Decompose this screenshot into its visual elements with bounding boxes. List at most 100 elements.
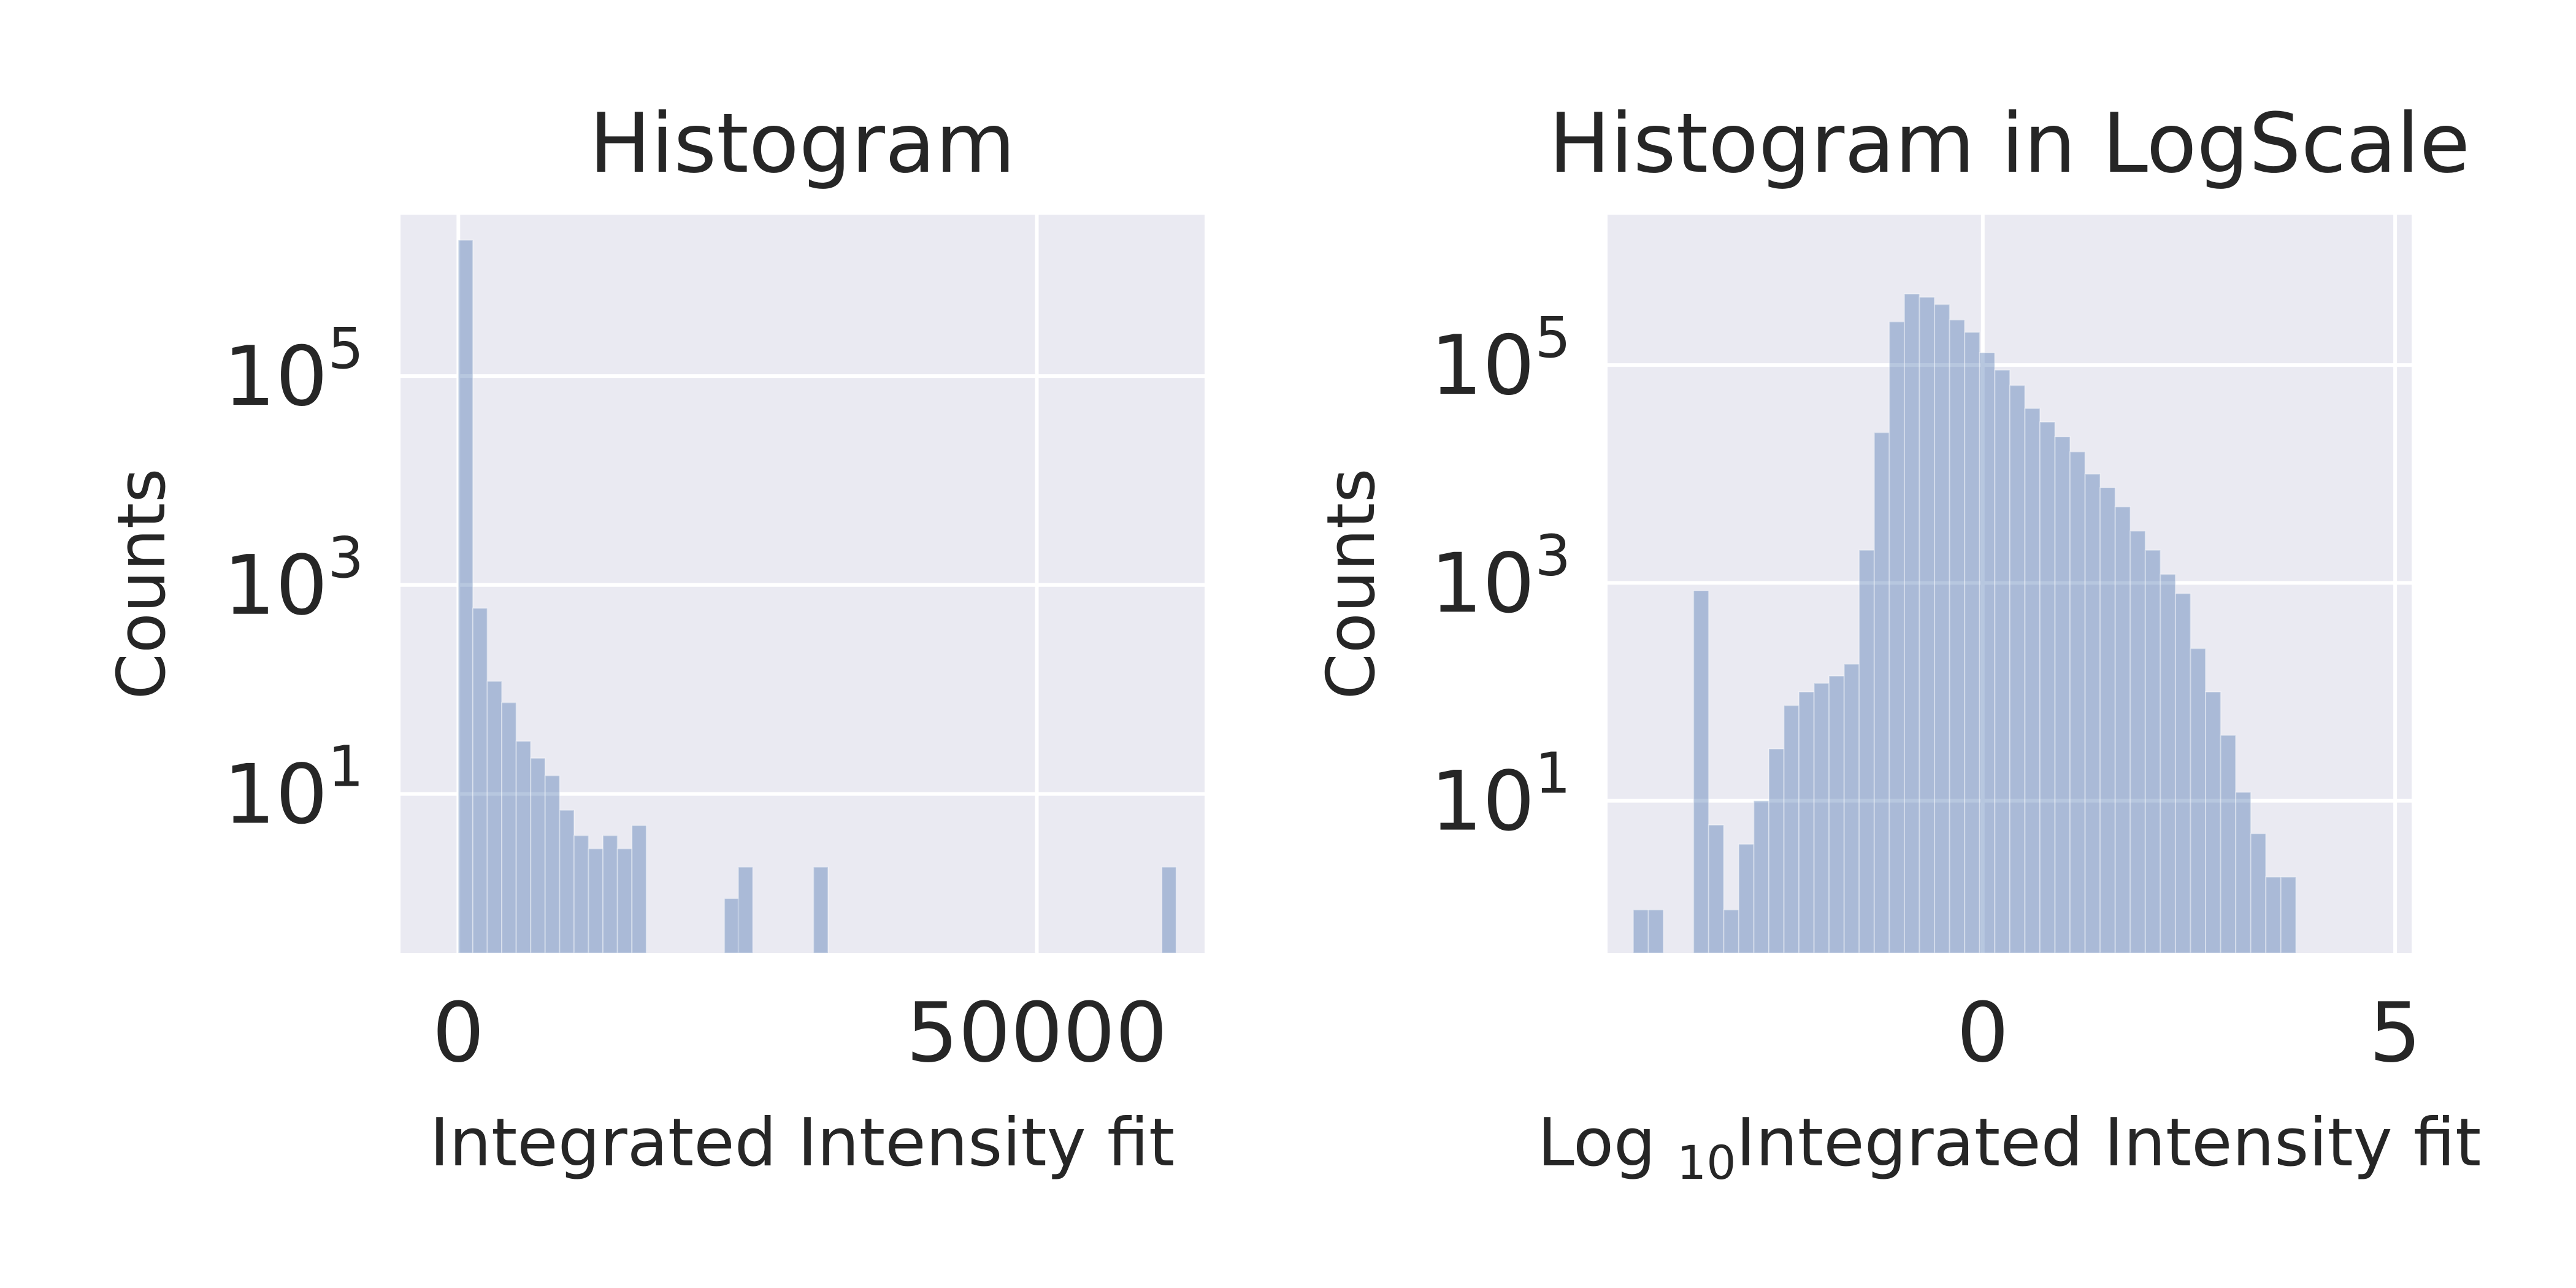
histogram-bar <box>737 866 754 954</box>
bars-histogram-logscale <box>1633 293 2297 954</box>
y-tick-exponent: 5 <box>1535 305 1571 370</box>
y-tick-label: 103 <box>1430 523 1571 631</box>
y-tick-base: 10 <box>1430 535 1535 631</box>
x-tick-label: 0 <box>432 985 485 1081</box>
y-tick-exponent: 1 <box>1535 741 1571 807</box>
x-axis-label-main: Integrated Intensity fit <box>1736 1105 2482 1181</box>
histogram-bar <box>1919 296 1936 954</box>
y-tick-label: 105 <box>223 316 364 424</box>
histogram-bar <box>1693 589 1709 954</box>
y-tick-exponent: 3 <box>328 525 364 591</box>
histogram-bar <box>1813 682 1830 954</box>
histogram-bar <box>2039 421 2056 954</box>
histogram-bar <box>813 866 829 954</box>
x-tick-label: 50000 <box>906 985 1167 1081</box>
histogram-bar <box>1798 691 1815 954</box>
histogram-bar <box>2235 791 2252 954</box>
histogram-bar <box>1873 432 1890 954</box>
y-tick-exponent: 1 <box>328 734 364 800</box>
histogram-bar <box>1979 351 1996 954</box>
bars-histogram <box>458 239 1177 954</box>
x-axis-label-histogram-logscale: Log 10Integrated Intensity fit <box>1538 1105 2482 1190</box>
x-axis-label-prefix: Log <box>1538 1105 1677 1181</box>
histogram-bar <box>1647 909 1665 954</box>
histogram-bar <box>2024 407 2041 954</box>
y-tick-base: 10 <box>1430 754 1535 849</box>
y-axis-label-histogram: Counts <box>104 469 180 700</box>
y-tick-label: 101 <box>223 734 364 843</box>
x-ticks-histogram: 0 50000 <box>432 985 1168 1081</box>
histogram-bar <box>631 824 647 954</box>
histogram-bar <box>544 775 561 954</box>
histogram-bar <box>602 835 618 954</box>
histogram-bar <box>1858 549 1875 954</box>
histogram-bar <box>2265 876 2282 954</box>
histogram-bar <box>1783 705 1800 954</box>
y-tick-label: 103 <box>223 525 364 634</box>
histogram-bar <box>1633 909 1649 954</box>
histogram-bar <box>2144 549 2161 954</box>
histogram-bar <box>2205 691 2221 954</box>
histogram-bar <box>1161 866 1177 954</box>
histogram-bar <box>1708 824 1725 954</box>
histogram-bar <box>588 848 604 954</box>
histogram-bar <box>1888 321 1905 954</box>
histogram-bar <box>573 835 589 954</box>
histogram-bar <box>2069 451 2086 954</box>
y-tick-base: 10 <box>223 747 328 843</box>
y-tick-label: 105 <box>1430 305 1571 413</box>
histogram-bar <box>2174 592 2191 954</box>
chart-title-histogram: Histogram <box>589 96 1015 191</box>
x-tick-label: 0 <box>1957 985 2009 1081</box>
y-axis-label-histogram-logscale: Counts <box>1313 469 1390 700</box>
histogram-bar <box>2250 833 2267 954</box>
histogram-bar <box>724 897 740 954</box>
histogram-bar <box>1723 909 1739 954</box>
histogram-bar <box>2099 486 2116 954</box>
histogram-bar <box>472 607 488 954</box>
histogram-bar <box>1738 843 1755 954</box>
histogram-bar <box>501 702 517 954</box>
gridlines-histogram-logscale <box>1608 215 2412 953</box>
y-tick-base: 10 <box>1430 318 1535 413</box>
histogram-bar <box>1753 800 1770 954</box>
histogram-bar <box>1768 748 1785 954</box>
histogram-bar <box>458 239 473 954</box>
histogram-bar <box>1843 663 1860 954</box>
histogram-bar <box>2084 473 2101 954</box>
histogram-bar <box>1934 304 1950 954</box>
histogram-bar <box>2280 876 2297 954</box>
histogram-bar <box>2190 648 2207 954</box>
histogram-bar <box>1949 319 1966 954</box>
y-tick-exponent: 3 <box>1535 523 1571 588</box>
histogram-bar <box>1994 369 2011 954</box>
x-axis-label-subscript: 10 <box>1677 1135 1736 1190</box>
histogram-bar <box>559 809 575 954</box>
chart-title-histogram-logscale: Histogram in LogScale <box>1549 96 2470 191</box>
y-tick-exponent: 5 <box>328 316 364 381</box>
y-tick-base: 10 <box>223 538 328 634</box>
x-tick-label: 5 <box>2369 985 2421 1081</box>
histogram-bar <box>1828 675 1845 954</box>
gridlines-histogram <box>401 215 1205 953</box>
histogram-bar <box>2114 506 2131 954</box>
y-tick-label: 101 <box>1430 741 1571 849</box>
histogram-bar <box>2160 573 2176 954</box>
histogram-bar <box>530 757 546 954</box>
y-tick-base: 10 <box>223 329 328 424</box>
histogram-bar <box>515 740 532 954</box>
histogram-bar <box>486 680 503 954</box>
histogram-bar <box>1964 331 1980 954</box>
x-axis-label-histogram: Integrated Intensity fit <box>430 1105 1175 1181</box>
histogram-bar <box>616 848 633 954</box>
histogram-bar <box>2009 385 2026 954</box>
histogram-bar <box>1903 293 1920 954</box>
histogram-bar <box>2220 734 2237 954</box>
histogram-bar <box>2129 530 2146 954</box>
